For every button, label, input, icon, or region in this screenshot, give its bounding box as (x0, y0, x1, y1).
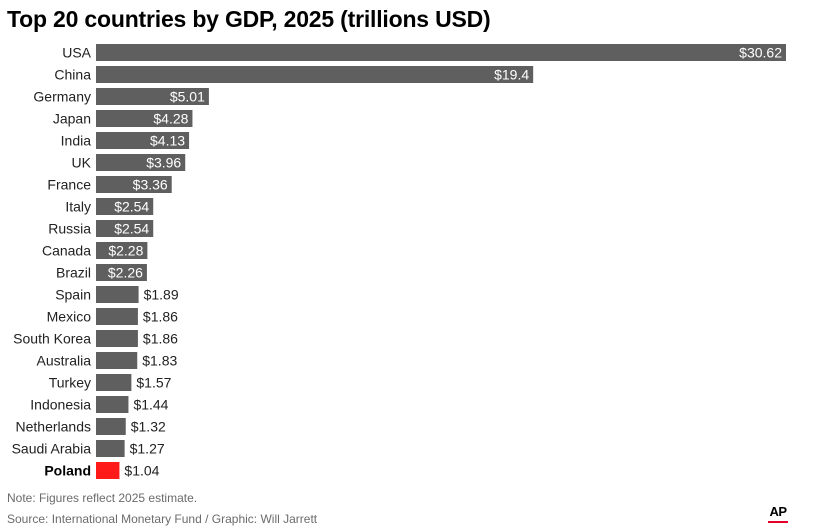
value-label-canada: $2.28 (108, 243, 143, 259)
category-label-mexico: Mexico (47, 309, 92, 325)
category-label-france: France (47, 177, 91, 193)
category-label-spain: Spain (55, 287, 91, 303)
category-label-australia: Australia (37, 353, 92, 369)
ap-logo-underline (768, 521, 788, 523)
value-label-italy: $2.54 (114, 199, 149, 215)
value-label-turkey: $1.57 (136, 375, 171, 391)
bar-saudi-arabia (96, 440, 125, 457)
value-label-russia: $2.54 (114, 221, 149, 237)
category-label-india: India (61, 133, 92, 149)
bar-spain (96, 286, 139, 303)
ap-logo-text: AP (769, 504, 787, 519)
bar-canada (96, 242, 148, 259)
value-label-france: $3.36 (133, 177, 168, 193)
value-label-spain: $1.89 (144, 287, 179, 303)
category-label-canada: Canada (42, 243, 91, 259)
bar-netherlands (96, 418, 126, 435)
bar-italy (96, 198, 154, 215)
category-label-usa: USA (62, 45, 91, 61)
value-label-japan: $4.28 (153, 111, 188, 127)
bar-india (96, 132, 190, 149)
bar-poland (96, 462, 120, 479)
value-label-china: $19.4 (494, 67, 529, 83)
category-label-poland: Poland (44, 463, 91, 479)
bar-mexico (96, 308, 138, 325)
category-label-germany: Germany (33, 89, 91, 105)
bar-south-korea (96, 330, 138, 347)
bar-russia (96, 220, 154, 237)
value-label-indonesia: $1.44 (133, 397, 168, 413)
category-label-uk: UK (72, 155, 92, 171)
bar-australia (96, 352, 138, 369)
value-label-india: $4.13 (150, 133, 185, 149)
category-label-brazil: Brazil (56, 265, 91, 281)
category-label-turkey: Turkey (49, 375, 91, 391)
value-label-saudi-arabia: $1.27 (130, 441, 165, 457)
bar-usa (96, 44, 786, 61)
bar-china (96, 66, 534, 83)
bar-germany (96, 88, 209, 105)
category-label-italy: Italy (65, 199, 91, 215)
value-label-germany: $5.01 (170, 89, 205, 105)
bar-chart: USA $30.62 China $19.4 Germany $5.01 Japan $4.2… (12, 44, 786, 479)
bar-uk (96, 154, 186, 171)
category-label-netherlands: Netherlands (16, 419, 92, 435)
category-label-russia: Russia (48, 221, 91, 237)
chart-source: Source: International Monetary Fund / Gr… (7, 512, 318, 526)
ap-logo: AP (768, 505, 788, 523)
chart-note: Note: Figures reflect 2025 estimate. (7, 491, 198, 505)
category-label-china: China (54, 67, 91, 83)
value-label-usa: $30.62 (739, 45, 782, 61)
bar-turkey (96, 374, 132, 391)
bar-brazil (96, 264, 147, 281)
category-label-indonesia: Indonesia (30, 397, 91, 413)
category-label-south-korea: South Korea (13, 331, 91, 347)
value-label-netherlands: $1.32 (131, 419, 166, 435)
bar-france (96, 176, 172, 193)
value-label-mexico: $1.86 (143, 309, 178, 325)
category-label-japan: Japan (53, 111, 91, 127)
chart-title: Top 20 countries by GDP, 2025 (trillions… (7, 6, 491, 32)
bar-indonesia (96, 396, 129, 413)
value-label-australia: $1.83 (142, 353, 177, 369)
value-label-south-korea: $1.86 (143, 331, 178, 347)
value-label-poland: $1.04 (124, 463, 159, 479)
value-label-uk: $3.96 (146, 155, 181, 171)
category-label-saudi-arabia: Saudi Arabia (12, 441, 92, 457)
bar-japan (96, 110, 193, 127)
value-label-brazil: $2.26 (108, 265, 143, 281)
